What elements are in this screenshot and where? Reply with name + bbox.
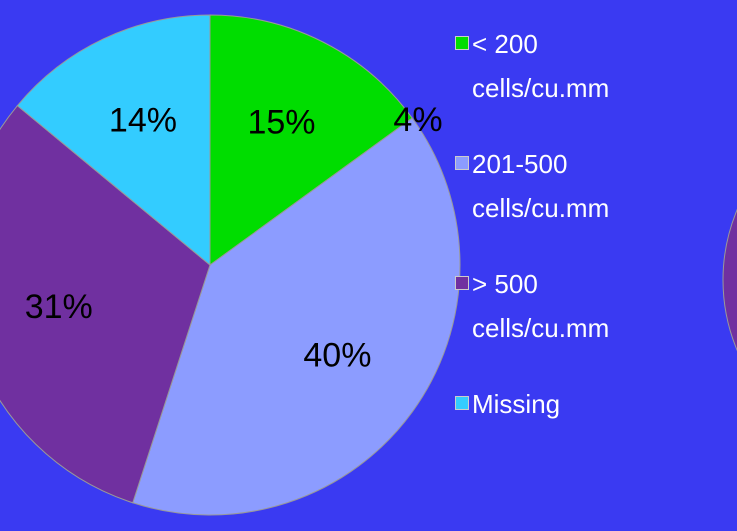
pie-slice [16,14,211,267]
legend: < 200 cells/cu.mm 201-500 cells/cu.mm > 50… [453,22,653,432]
legend-label: Missing [472,389,561,419]
slice-label: 40% [303,337,371,375]
legend-label: < 200 cells/cu.mm [472,29,610,103]
slice-label: 31% [25,288,93,326]
legend-item: < 200 cells/cu.mm [453,22,653,142]
slice-label: 14% [109,101,177,139]
legend-item: > 500 cells/cu.mm [453,262,653,382]
legend-label: > 500 cells/cu.mm [472,269,610,343]
slice-label: 4% [393,101,442,139]
legend-swatch [455,156,469,170]
legend-swatch [455,396,469,410]
slice-label: 15% [247,104,315,142]
pie-slice [132,117,461,516]
pie-slice [209,14,413,266]
legend-label: 201-500 cells/cu.mm [472,149,610,223]
legend-item: 201-500 cells/cu.mm [453,142,653,262]
legend-swatch [455,276,469,290]
legend-item: Missing [453,382,653,432]
pie-slice [722,208,737,352]
legend-swatch [455,36,469,50]
pie-slice [0,104,211,504]
